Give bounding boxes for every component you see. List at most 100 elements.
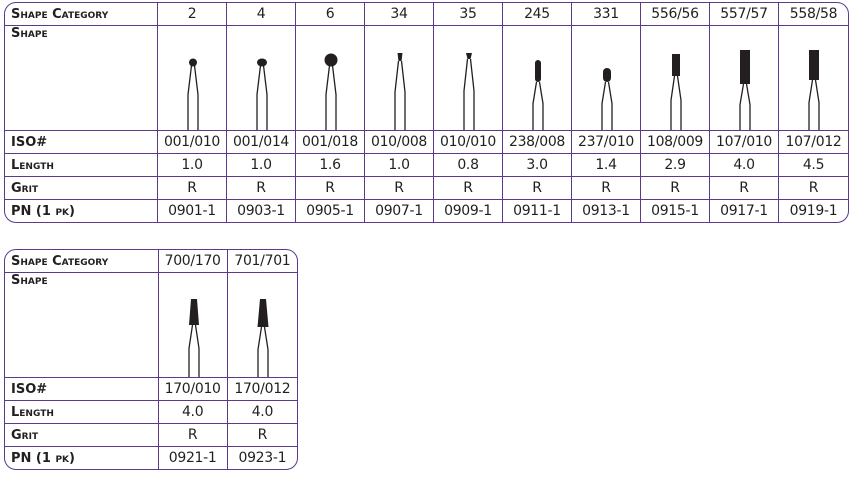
round-bur-icon xyxy=(324,53,338,130)
row-label-grit: Grit xyxy=(5,177,158,200)
shape-cell xyxy=(158,273,228,378)
cell-length: 0.8 xyxy=(434,154,503,177)
row-label-length: Length xyxy=(5,401,159,424)
cell-category: 700/170 xyxy=(158,250,228,273)
row-label-iso: ISO# xyxy=(5,131,158,154)
shape-cell xyxy=(503,26,572,131)
cell-length: 1.4 xyxy=(572,154,641,177)
cell-pn: 0917-1 xyxy=(710,200,779,222)
cell-pn: 0921-1 xyxy=(159,447,228,469)
cell-length: 4.5 xyxy=(779,154,848,177)
row-shape: Shape xyxy=(5,26,848,131)
cell-length: 1.0 xyxy=(227,154,296,177)
cell-category: 701/701 xyxy=(227,250,297,273)
cell-length: 3.0 xyxy=(503,154,572,177)
cylinder-bur-icon xyxy=(739,50,751,130)
cell-length: 1.6 xyxy=(296,154,365,177)
inverted-cone-bur-icon xyxy=(394,53,406,130)
shape-cell xyxy=(572,26,641,131)
cell-category: 556/56 xyxy=(641,3,710,26)
cell-category: 35 xyxy=(434,3,503,26)
cell-grit: R xyxy=(641,177,710,200)
cylinder-bur-icon xyxy=(670,54,682,130)
cell-iso: 107/012 xyxy=(779,131,848,154)
tapered-fissure-bur-icon xyxy=(257,299,269,377)
cell-grit: R xyxy=(779,177,848,200)
shape-cell xyxy=(779,26,848,131)
cylinder-bur-icon xyxy=(808,50,820,130)
cell-grit: R xyxy=(158,424,228,447)
cell-grit: R xyxy=(503,177,572,200)
cell-category: 331 xyxy=(572,3,641,26)
cell-grit: R xyxy=(572,177,641,200)
round-bur-icon xyxy=(256,58,268,130)
cell-category: 2 xyxy=(158,3,227,26)
row-length: Length 1.0 1.0 1.6 1.0 0.8 3.0 1.4 2.9 4.0 4.5 xyxy=(5,154,848,177)
row-grit: Grit R R xyxy=(5,424,297,447)
bur-table-2: Shape Category 700/170 701/701 Shape ISO# 170… xyxy=(4,249,298,470)
cell-iso: 001/014 xyxy=(227,131,296,154)
cell-length: 4.0 xyxy=(227,401,297,424)
row-iso: ISO# 001/010 001/014 001/018 010/008 010/010 2… xyxy=(5,131,848,154)
shape-cell xyxy=(227,273,297,378)
cell-pn: 0919-1 xyxy=(789,203,838,219)
cell-pn: 0905-1 xyxy=(296,200,365,222)
shape-cell xyxy=(434,26,503,131)
cell-iso: 001/010 xyxy=(158,131,227,154)
round-bur-icon xyxy=(187,58,199,130)
row-label-shape: Shape xyxy=(5,273,159,378)
row-label-category: Shape Category xyxy=(5,250,159,273)
row-shape: Shape xyxy=(5,273,297,378)
cell-pn: 0913-1 xyxy=(572,200,641,222)
row-category: Shape Category 2 4 6 34 35 245 331 556/56 557/57 5… xyxy=(5,3,848,26)
shape-cell xyxy=(227,26,296,131)
row-label-length: Length xyxy=(5,154,158,177)
cell-category: 4 xyxy=(227,3,296,26)
cell-iso: 170/010 xyxy=(158,378,228,401)
row-category: Shape Category 700/170 701/701 xyxy=(5,250,297,273)
row-label-shape: Shape xyxy=(5,26,158,131)
row-label-grit: Grit xyxy=(5,424,159,447)
row-pn: PN (1 pk) 0921-1 0923-1 xyxy=(5,447,297,469)
cell-category: 558/58 xyxy=(779,3,848,26)
cell-pn: 0901-1 xyxy=(158,200,227,222)
cell-length: 4.0 xyxy=(710,154,779,177)
pear-bur-icon xyxy=(601,68,613,130)
cell-iso: 001/018 xyxy=(296,131,365,154)
row-grit: Grit R R R R R R R R R R xyxy=(5,177,848,200)
cell-length: 1.0 xyxy=(365,154,434,177)
row-pn: PN (1 pk) 0901-1 0903-1 0905-1 0907-1 0909-1 0… xyxy=(5,200,848,222)
cell-iso: 107/010 xyxy=(710,131,779,154)
shape-cell xyxy=(710,26,779,131)
cell-pn: 0909-1 xyxy=(434,200,503,222)
cell-iso: 238/008 xyxy=(503,131,572,154)
cell-length: 4.0 xyxy=(158,401,228,424)
row-label-pn: PN (1 pk) xyxy=(5,447,159,469)
cell-category: 245 xyxy=(503,3,572,26)
cell-iso: 237/010 xyxy=(572,131,641,154)
cell-length: 1.0 xyxy=(158,154,227,177)
inverted-cone-bur-icon xyxy=(463,53,475,130)
cell-category: 6 xyxy=(296,3,365,26)
row-length: Length 4.0 4.0 xyxy=(5,401,297,424)
shape-cell xyxy=(365,26,434,131)
cell-grit: R xyxy=(158,177,227,200)
cell-grit: R xyxy=(434,177,503,200)
tapered-fissure-bur-icon xyxy=(187,299,200,377)
cell-iso: 108/009 xyxy=(641,131,710,154)
row-label-iso: ISO# xyxy=(5,378,159,401)
cell-category: 557/57 xyxy=(710,3,779,26)
pear-bur-icon xyxy=(532,60,544,130)
bur-table-1: Shape Category 2 4 6 34 35 245 331 556/56 557/57 5… xyxy=(4,2,849,223)
cell-pn: 0915-1 xyxy=(641,200,710,222)
cell-grit: R xyxy=(365,177,434,200)
row-label-pn: PN (1 pk) xyxy=(5,200,158,222)
cell-iso: 170/012 xyxy=(227,378,297,401)
cell-iso: 010/010 xyxy=(434,131,503,154)
cell-pn: 0911-1 xyxy=(503,200,572,222)
cell-grit: R xyxy=(296,177,365,200)
cell-pn: 0903-1 xyxy=(227,200,296,222)
cell-iso: 010/008 xyxy=(365,131,434,154)
cell-grit: R xyxy=(227,424,297,447)
row-label-category: Shape Category xyxy=(5,3,158,26)
